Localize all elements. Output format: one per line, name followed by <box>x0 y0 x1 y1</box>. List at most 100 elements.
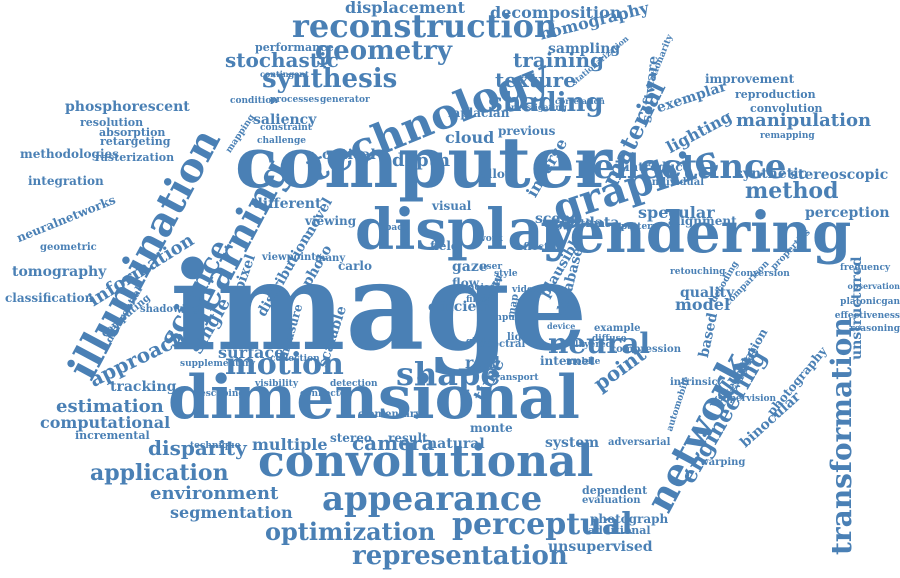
cloud-word-decomposition: decomposition <box>490 3 622 22</box>
cloud-word-rasterization: rasterization <box>95 151 175 164</box>
cloud-word-retouching: retouching <box>670 267 726 277</box>
cloud-word-appearance: appearance <box>322 479 543 519</box>
cloud-word-processes: processes <box>270 95 320 105</box>
cloud-word-efficient: efficient <box>428 299 494 315</box>
cloud-word-viewing: viewing <box>305 214 357 228</box>
cloud-word-elementary: elementary <box>358 409 421 420</box>
cloud-word-alignment: alignment <box>668 214 737 228</box>
cloud-word-conversion: conversion <box>735 269 790 279</box>
cloud-word-optimization: optimization <box>265 517 436 546</box>
cloud-word-geometry: geometry <box>315 36 452 66</box>
cloud-word-spectral: spectral <box>480 339 526 350</box>
cloud-word-depth: depth <box>392 150 451 171</box>
cloud-word-condition: condition <box>230 96 278 106</box>
cloud-word-displacement: displacement <box>345 0 465 17</box>
cloud-word-frequency: frequency <box>840 263 891 273</box>
cloud-word-detection: detection <box>330 379 378 389</box>
cloud-word-escaping: escaping <box>200 389 245 399</box>
cloud-word-data: data <box>585 215 620 231</box>
cloud-word-viewpoint: viewpoint <box>262 252 316 263</box>
cloud-word-computer: computer <box>235 121 612 204</box>
cloud-word-adversarial: adversarial <box>608 437 671 448</box>
cloud-word-classification: classification <box>5 291 94 305</box>
cloud-word-model: model <box>675 295 731 314</box>
cloud-word-rendering: rendering <box>540 200 852 266</box>
cloud-word-application: application <box>90 460 229 486</box>
cloud-word-constraint: constraint <box>260 123 312 133</box>
cloud-word-laplacian: laplacian <box>448 106 510 120</box>
cloud-word-space: space <box>380 223 409 233</box>
cloud-word-gaze: gaze <box>452 259 488 275</box>
cloud-word-shadowing: shadowing <box>140 304 200 315</box>
cloud-word-carlo: carlo <box>338 259 372 273</box>
cloud-word-platonicgan: platonicgan <box>840 297 900 307</box>
cloud-word-global: global <box>466 337 498 347</box>
cloud-word-contingent: contingent <box>260 69 309 79</box>
cloud-word-absorption: absorption <box>99 126 166 139</box>
cloud-word-training: training <box>513 48 604 72</box>
cloud-word-convolutional: convolutional <box>258 436 594 487</box>
cloud-word-sampling: sampling <box>548 41 621 57</box>
cloud-word-stochastic: stochastic <box>225 48 339 72</box>
cloud-word-perception: perception <box>805 205 890 221</box>
cloud-word-noise: noise <box>468 283 495 293</box>
cloud-word-neuralnetworks: neuralnetworks <box>14 192 118 246</box>
cloud-word-performance: performance <box>255 41 334 54</box>
cloud-word-real: real <box>465 353 501 372</box>
cloud-word-introduce: introduce <box>625 160 691 174</box>
cloud-word-pattern: pattern <box>621 222 659 232</box>
cloud-word-convolution: convolution <box>750 102 823 115</box>
cloud-word-mobile: mobile <box>566 357 601 367</box>
cloud-word-image: image <box>170 234 588 378</box>
cloud-word-synthesis: synthesis <box>262 64 398 94</box>
cloud-word-many: many <box>315 253 346 264</box>
cloud-word-work: work <box>478 234 503 244</box>
cloud-word-natural: natural <box>427 436 485 452</box>
cloud-word-display: display <box>355 197 577 263</box>
cloud-word-reflectance: reflectance <box>575 147 787 187</box>
cloud-word-shape: shape <box>396 355 501 393</box>
cloud-word-reasoning: reasoning <box>849 324 900 334</box>
cloud-word-compression: compression <box>610 344 681 355</box>
cloud-word-algorithm: algorithm <box>544 217 606 230</box>
cloud-word-geometric: geometric <box>40 242 97 253</box>
cloud-word-methodologies: methodologies <box>20 147 119 161</box>
cloud-word-input: input <box>492 313 519 323</box>
cloud-word-motion: motion <box>225 347 344 382</box>
cloud-word-light: light <box>507 332 534 343</box>
cloud-word-perceptual: perceptual <box>452 507 633 542</box>
cloud-word-visual: visual <box>432 199 472 213</box>
cloud-word-cloud: cloud <box>445 128 495 147</box>
cloud-word-resolution: resolution <box>80 116 144 129</box>
cloud-word-retargeting: retargeting <box>100 135 171 148</box>
cloud-word-scene: scene <box>535 211 580 227</box>
cloud-word-segmentation: segmentation <box>170 503 293 522</box>
cloud-word-photograph: photograph <box>590 512 669 526</box>
cloud-word-connected: connected <box>300 389 352 399</box>
cloud-word-method: method <box>745 178 839 204</box>
cloud-word-transport: transport <box>491 373 539 383</box>
cloud-word-shading: shading <box>488 88 604 118</box>
cloud-word-result: result <box>388 431 428 445</box>
cloud-word-specular: specular <box>638 203 715 222</box>
cloud-word-reproduction: reproduction <box>735 88 816 101</box>
cloud-word-visibility: visibility <box>255 379 299 389</box>
cloud-word-field: field <box>430 239 460 253</box>
cloud-word-quality: quality <box>680 285 735 301</box>
cloud-word-intrinsic: intrinsic <box>670 377 718 388</box>
cloud-word-dimensional: dimensional <box>168 363 580 433</box>
cloud-word-collection: collection <box>270 354 320 364</box>
cloud-word-stereoscopic: stereoscopic <box>790 167 889 183</box>
cloud-word-observation: observation <box>847 281 900 291</box>
cloud-word-video: video <box>512 285 539 295</box>
cloud-word-internet: internet <box>540 354 595 368</box>
cloud-word-effect: effect <box>517 242 549 253</box>
cloud-word-system: system <box>545 435 600 451</box>
cloud-word-tracking: tracking <box>110 379 177 395</box>
cloud-word-tomography: tomography <box>12 264 107 280</box>
cloud-word-multiple: multiple <box>252 435 328 454</box>
cloud-word-effectiveness: effectiveness <box>834 311 900 321</box>
cloud-word-diffuse: diffuse <box>592 334 627 344</box>
cloud-word-example: example <box>594 323 641 334</box>
